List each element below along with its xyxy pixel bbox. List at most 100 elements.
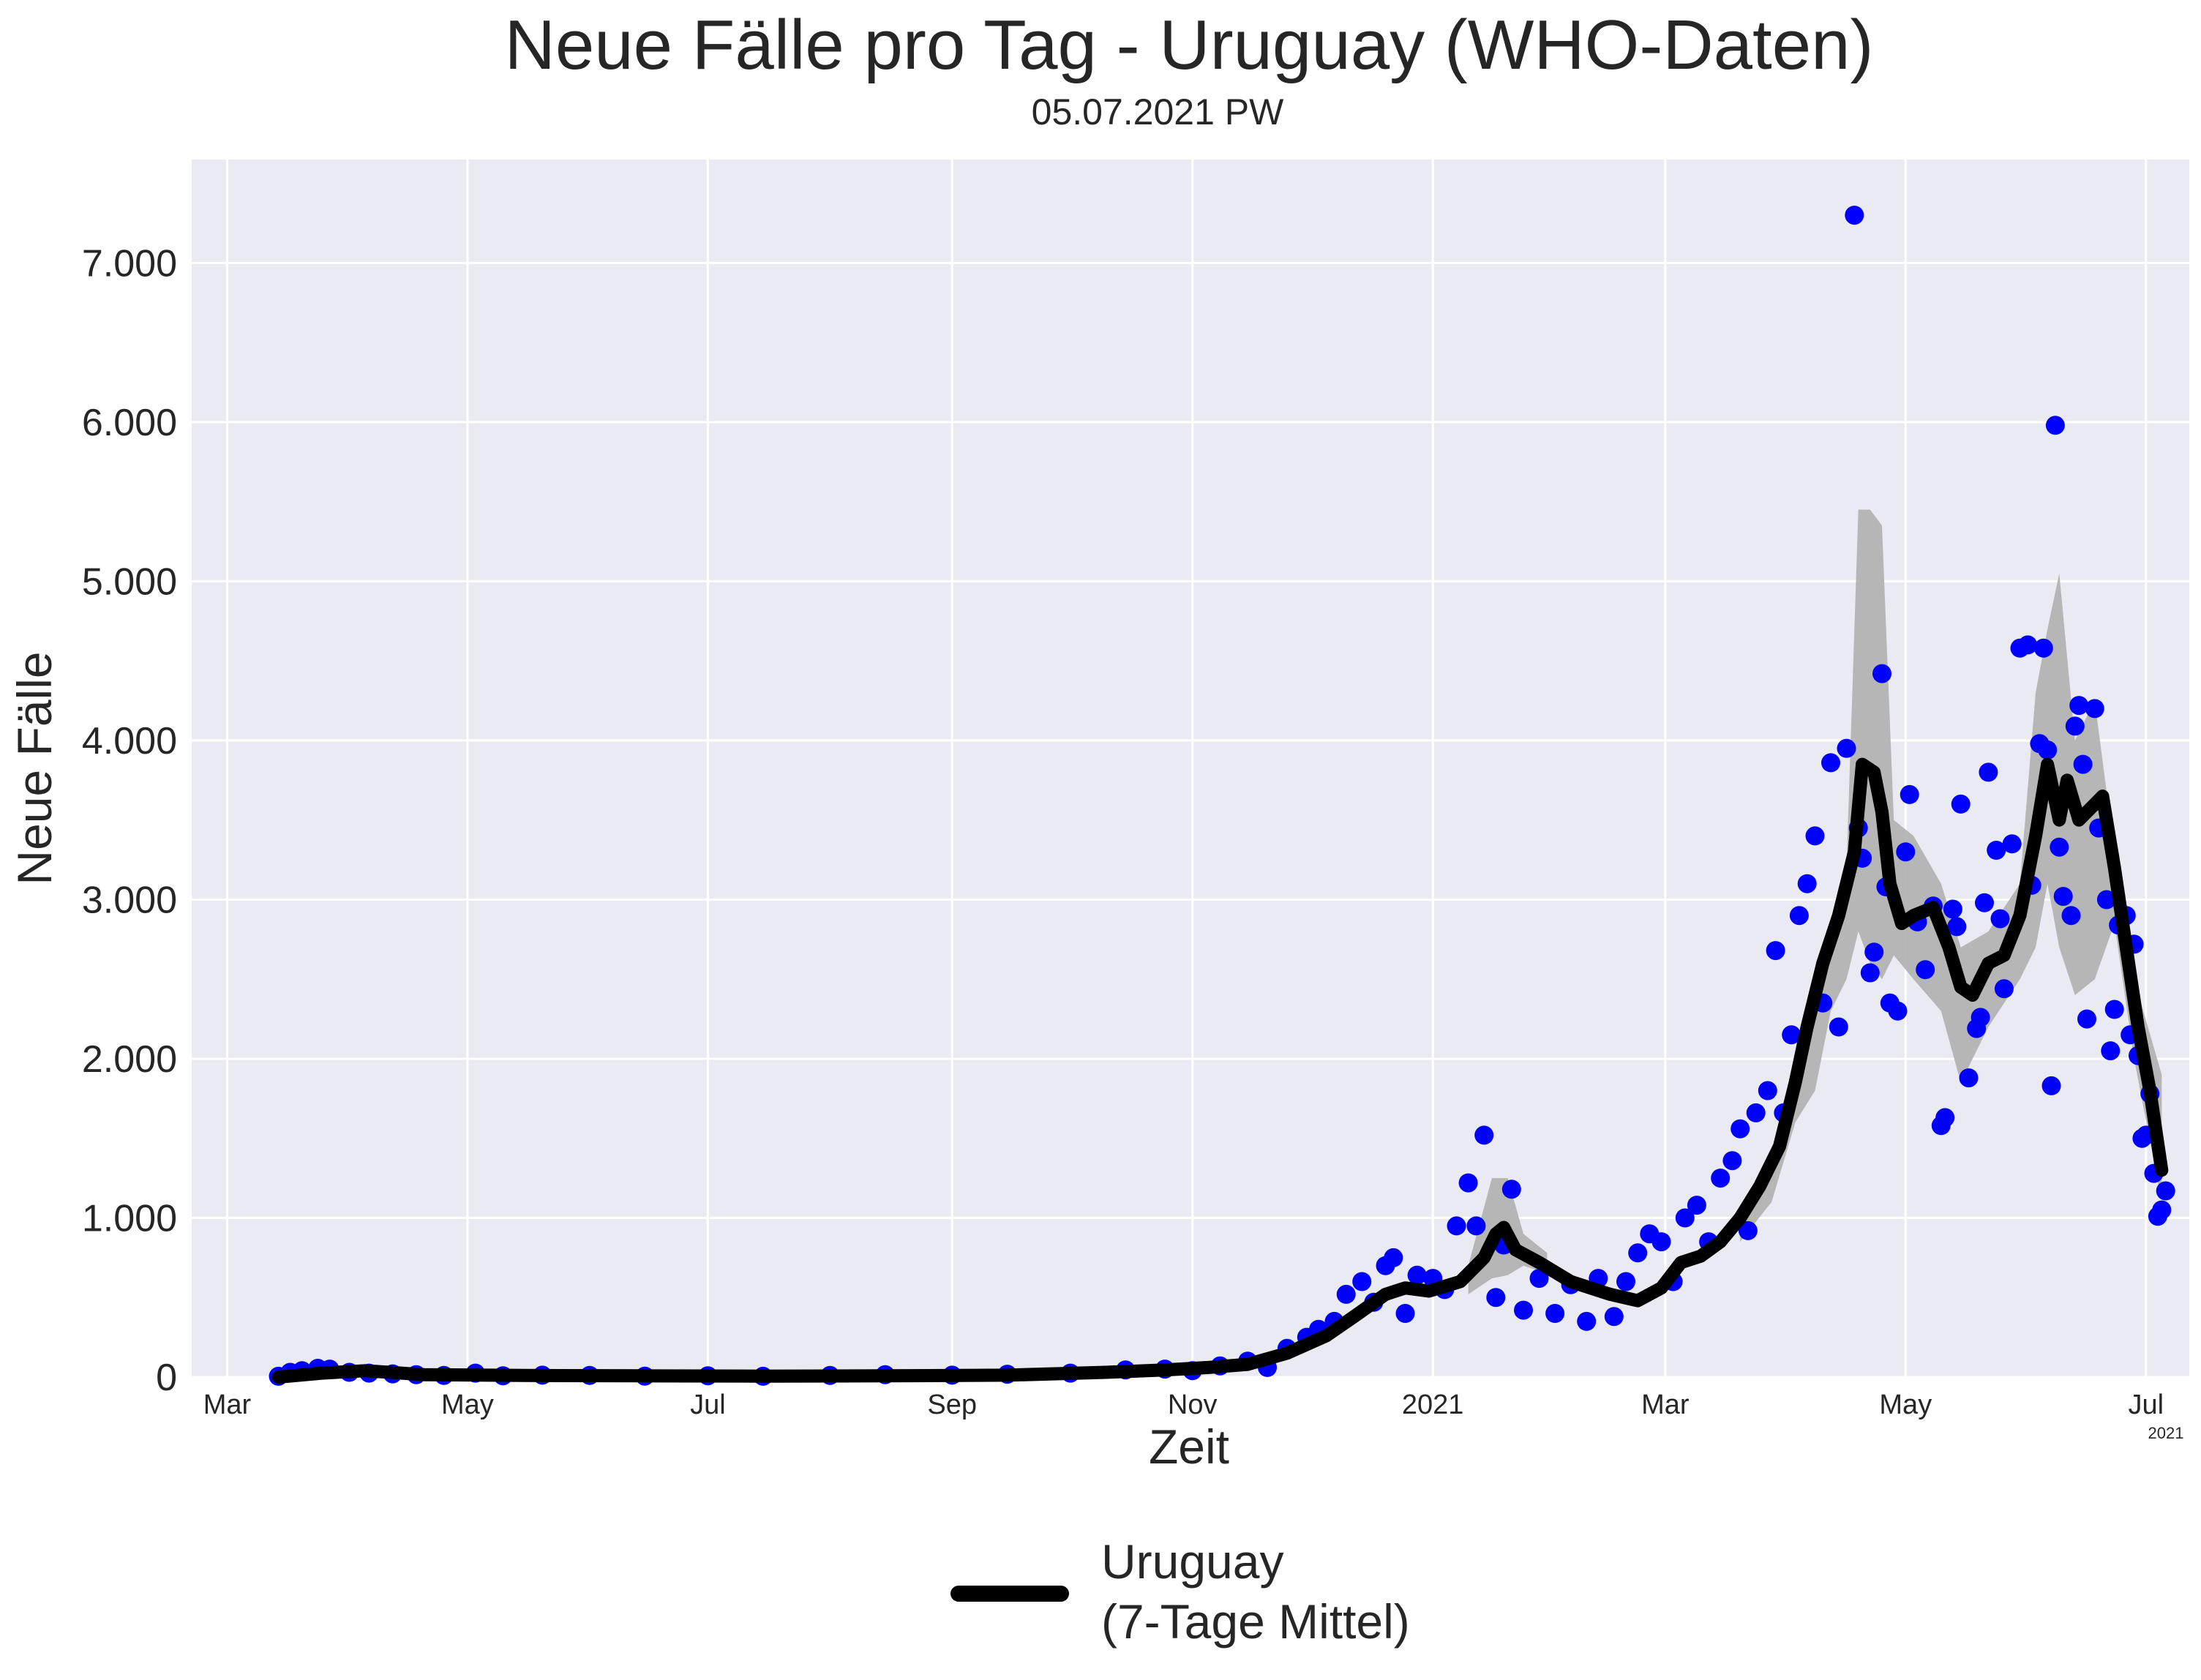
data-point-108 [2018, 635, 2038, 655]
data-point-74 [1805, 826, 1825, 846]
data-point-88 [1896, 842, 1916, 862]
data-point-64 [1722, 1151, 1742, 1171]
x-tick-label-3: Sep [927, 1390, 977, 1420]
data-point-118 [2065, 716, 2085, 736]
data-point-97 [1951, 794, 1971, 814]
data-point-101 [1975, 893, 1994, 912]
legend-label-line-0: Uruguay [1101, 1534, 1283, 1589]
chart-title: Neue Fälle pro Tag - Uruguay (WHO-Daten) [505, 6, 1874, 84]
data-point-48 [1514, 1300, 1533, 1320]
data-point-54 [1604, 1307, 1624, 1327]
legend: Uruguay (7-Tage Mittel) [950, 1534, 1410, 1649]
y-tick-label-7: 7.000 [82, 242, 177, 285]
data-point-65 [1731, 1119, 1750, 1139]
y-axis-label: Neue Fälle [7, 651, 61, 885]
data-point-69 [1766, 941, 1785, 961]
data-point-72 [1789, 906, 1809, 926]
data-point-104 [1990, 909, 2010, 929]
data-point-106 [2002, 834, 2022, 854]
gridlines [192, 160, 2189, 1379]
data-point-79 [1845, 206, 1864, 225]
y-axis-ticks: 0 1.000 2.000 3.000 4.000 5.000 6.000 7.000 [82, 242, 177, 1399]
data-point-56 [1628, 1243, 1648, 1263]
data-point-121 [2077, 1009, 2096, 1029]
data-point-63 [1711, 1169, 1731, 1188]
data-point-122 [2085, 699, 2104, 719]
data-point-42 [1458, 1173, 1478, 1193]
data-point-102 [1979, 762, 1998, 782]
data-point-55 [1616, 1272, 1635, 1291]
series-line-uruguay [271, 757, 2169, 1384]
data-point-84 [1872, 664, 1891, 683]
data-point-89 [1900, 784, 1919, 804]
data-point-58 [1651, 1232, 1671, 1252]
x-tick-label-7: May [1879, 1390, 1932, 1420]
data-point-94 [1935, 1108, 1955, 1128]
x-tick-label-1: May [441, 1390, 494, 1420]
data-point-60 [1675, 1208, 1695, 1228]
data-point-113 [2041, 1076, 2061, 1095]
data-point-112 [2038, 740, 2058, 760]
data-point-49 [1529, 1269, 1549, 1289]
y-tick-label-0: 0 [156, 1357, 177, 1399]
data-point-71 [1782, 1025, 1801, 1045]
data-point-32 [1336, 1284, 1356, 1304]
data-point-78 [1837, 738, 1856, 758]
chart-subtitle: 05.07.2021 PW [1032, 91, 1284, 132]
confidence-band-0 [1740, 509, 2162, 1242]
data-point-111 [2033, 638, 2053, 658]
data-point-119 [2069, 696, 2089, 716]
data-point-103 [1987, 841, 2006, 860]
data-point-47 [1501, 1180, 1521, 1199]
y-tick-label-3: 3.000 [82, 879, 177, 921]
y-tick-label-2: 2.000 [82, 1038, 177, 1081]
x-tick-label-6: Mar [1641, 1390, 1690, 1420]
data-point-95 [1943, 899, 1962, 919]
x-tick-label-5: 2021 [1402, 1390, 1464, 1420]
x-axis-ticks: Mar May Jul Sep Nov 2021 Mar May Jul [203, 1390, 2164, 1420]
data-point-96 [1947, 917, 1967, 937]
moving-average-line [271, 757, 2169, 1384]
data-point-41 [1447, 1216, 1466, 1236]
x-tick-label-2: Jul [690, 1390, 726, 1420]
data-point-124 [2096, 890, 2116, 910]
data-point-67 [1746, 1103, 1766, 1122]
data-point-117 [2061, 906, 2081, 926]
data-point-115 [2050, 837, 2069, 857]
x-axis-offset-label: 2021 [2148, 1424, 2184, 1442]
data-point-125 [2101, 1041, 2121, 1061]
data-point-83 [1864, 942, 1884, 962]
data-point-91 [1916, 960, 1935, 980]
y-tick-label-5: 5.000 [82, 560, 177, 603]
data-point-116 [2053, 887, 2073, 907]
x-tick-label-0: Mar [203, 1390, 252, 1420]
data-point-43 [1466, 1216, 1486, 1236]
data-point-66 [1738, 1220, 1758, 1240]
data-point-114 [2045, 416, 2065, 435]
data-point-68 [1758, 1081, 1777, 1100]
data-point-44 [1474, 1125, 1494, 1145]
x-tick-label-4: Nov [1168, 1390, 1218, 1420]
data-point-100 [1971, 1008, 1990, 1027]
y-tick-label-4: 4.000 [82, 720, 177, 762]
data-point-126 [2104, 1000, 2124, 1019]
x-tick-label-8: Jul [2128, 1390, 2164, 1420]
data-point-37 [1395, 1304, 1415, 1323]
legend-label-line-1: (7-Tage Mittel) [1101, 1594, 1410, 1649]
data-point-82 [1860, 963, 1880, 983]
data-point-98 [1959, 1068, 1979, 1088]
data-point-120 [2073, 754, 2093, 774]
data-point-33 [1352, 1272, 1372, 1291]
data-point-61 [1687, 1196, 1706, 1215]
data-point-73 [1797, 874, 1817, 893]
data-point-138 [2156, 1181, 2175, 1201]
data-point-50 [1545, 1304, 1565, 1323]
data-point-76 [1821, 753, 1840, 773]
data-point-137 [2152, 1200, 2172, 1220]
data-point-36 [1384, 1248, 1403, 1267]
y-tick-label-1: 1.000 [82, 1197, 177, 1240]
data-point-87 [1888, 1001, 1908, 1021]
data-point-38 [1407, 1265, 1427, 1285]
data-point-77 [1829, 1017, 1848, 1037]
